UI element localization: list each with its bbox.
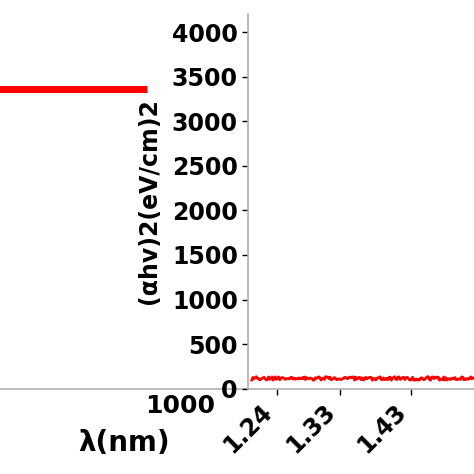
X-axis label: λ(nm): λ(nm) xyxy=(78,428,170,456)
Y-axis label: (αhv)2(eV/cm)2: (αhv)2(eV/cm)2 xyxy=(137,99,161,304)
